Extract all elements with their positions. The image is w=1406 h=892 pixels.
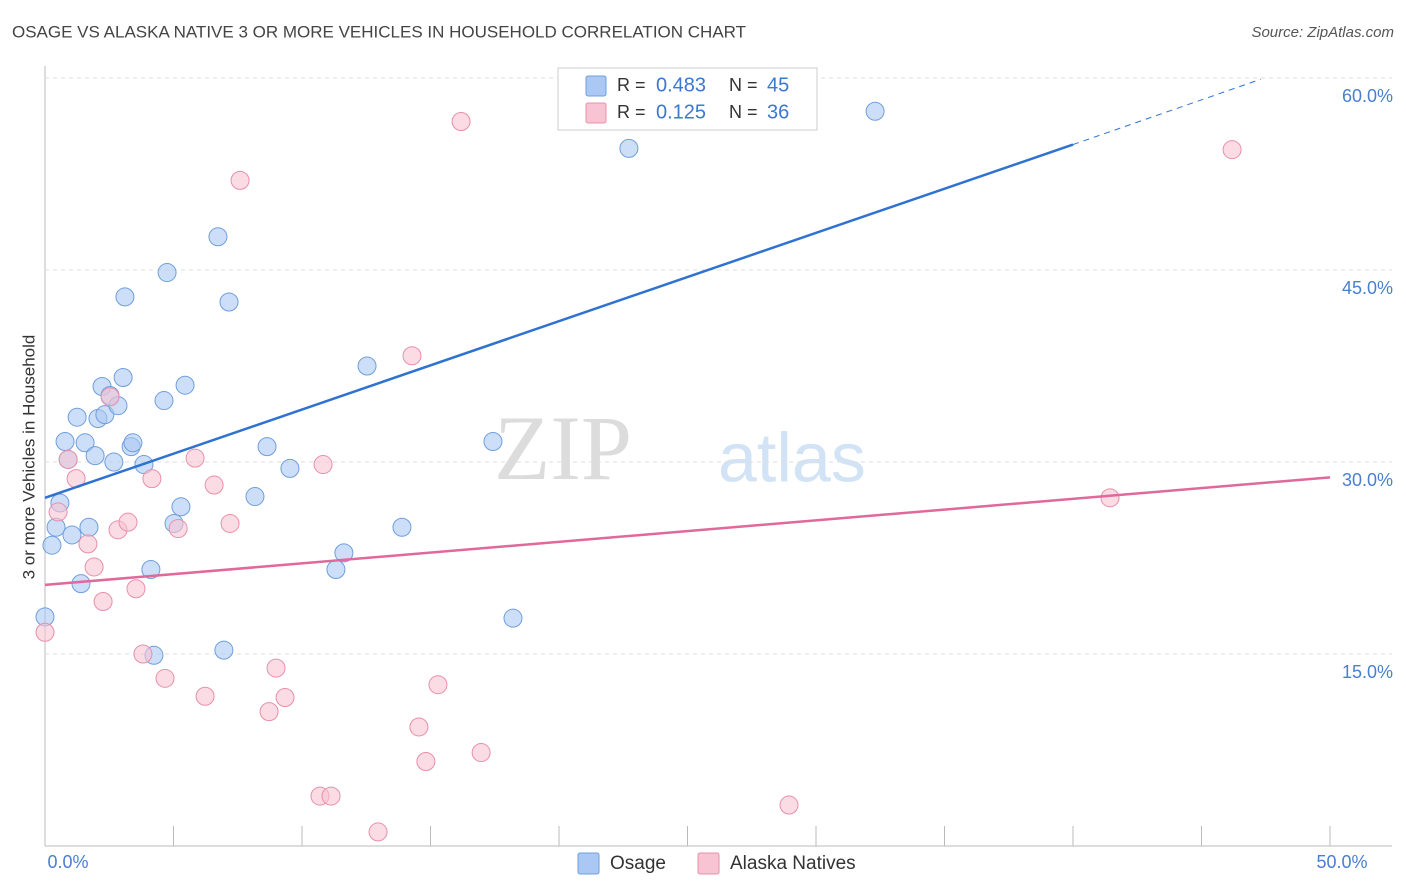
data-point <box>779 795 799 815</box>
y-axis-label: 3 or more Vehicles in Household <box>19 335 38 580</box>
data-point <box>75 433 95 453</box>
legend-r-value: 0.125 <box>656 101 706 123</box>
data-point <box>79 517 99 537</box>
data-point <box>230 170 250 190</box>
y-tick-label: 60.0% <box>1342 86 1393 106</box>
y-tick-label: 30.0% <box>1342 470 1393 490</box>
data-point <box>266 658 286 678</box>
legend-swatch <box>585 102 607 124</box>
trend-line <box>44 476 1331 587</box>
grid: 15.0% 30.0% 45.0% 60.0% 0.0% 50.0% <box>44 77 1393 872</box>
data-point <box>483 432 503 452</box>
data-point <box>55 432 75 452</box>
data-point <box>42 535 62 555</box>
data-point <box>220 513 240 533</box>
data-point <box>126 579 146 599</box>
data-point <box>245 487 265 507</box>
legend-r-label: R = <box>617 102 646 122</box>
data-point <box>219 292 239 312</box>
bottom-legend-swatch <box>577 852 600 875</box>
data-point <box>257 437 277 457</box>
data-point <box>451 112 471 132</box>
data-point <box>392 517 412 537</box>
data-point <box>133 644 153 664</box>
bottom-legend-label: Osage <box>610 853 666 874</box>
data-point <box>85 446 105 466</box>
data-point <box>141 560 161 580</box>
x-tick-label: 0.0% <box>47 852 88 872</box>
chart-title: OSAGE VS ALASKA NATIVE 3 OR MORE VEHICLE… <box>12 22 746 41</box>
data-point <box>155 668 175 688</box>
data-point <box>171 497 191 517</box>
data-point <box>275 688 295 708</box>
bottom-legend-label: Alaska Natives <box>730 853 856 874</box>
trend-line <box>44 143 1074 500</box>
data-point <box>334 543 354 563</box>
data-point <box>428 675 448 695</box>
bottom-legend-swatch <box>697 852 720 875</box>
data-point <box>62 525 82 545</box>
data-point <box>113 368 133 388</box>
data-point <box>175 375 195 395</box>
data-point <box>357 356 377 376</box>
legend-n-label: N = <box>729 75 758 95</box>
legend-n-value: 45 <box>767 74 789 96</box>
data-point <box>35 622 55 642</box>
legend-r-label: R = <box>617 75 646 95</box>
data-point <box>204 475 224 495</box>
data-point <box>313 455 333 475</box>
data-point <box>157 263 177 283</box>
data-point <box>416 752 436 772</box>
data-point <box>471 743 491 763</box>
trend-line-extension <box>1072 78 1261 146</box>
data-point <box>321 786 341 806</box>
data-point <box>84 557 104 577</box>
data-point <box>619 138 639 158</box>
x-tick-label: 50.0% <box>1316 852 1367 872</box>
data-point <box>208 227 228 247</box>
legend-r-value: 0.483 <box>656 74 706 96</box>
legend-n-value: 36 <box>767 101 789 123</box>
data-point <box>1100 488 1120 508</box>
data-point <box>865 101 885 121</box>
data-point <box>104 452 124 472</box>
data-point <box>154 391 174 411</box>
data-point <box>168 519 188 539</box>
data-point <box>118 512 138 532</box>
data-point <box>280 458 300 478</box>
data-point <box>115 287 135 307</box>
data-point <box>259 702 279 722</box>
data-point <box>1222 140 1242 160</box>
data-point <box>58 449 78 469</box>
y-tick-label: 15.0% <box>1342 662 1393 682</box>
watermark: ZIP <box>494 397 632 499</box>
legend-swatch <box>585 75 607 97</box>
data-point <box>142 469 162 489</box>
data-point <box>185 448 205 468</box>
data-point <box>402 346 422 366</box>
legend: R = 0.483 N = 45 Osage R = 0.125 N = 36 Alaska Na… <box>577 74 856 875</box>
data-point <box>48 502 68 522</box>
data-point <box>368 822 388 842</box>
legend-n-label: N = <box>729 102 758 122</box>
watermark: atlas <box>718 418 866 496</box>
data-point <box>100 387 120 407</box>
data-point <box>409 717 429 737</box>
data-point <box>93 592 113 612</box>
data-point <box>195 686 215 706</box>
data-point <box>78 534 98 554</box>
marks <box>35 78 1331 842</box>
source: Source: ZipAtlas.com <box>1251 24 1394 41</box>
data-point <box>503 608 523 628</box>
data-point <box>326 560 346 580</box>
data-point <box>123 433 143 453</box>
data-point <box>214 640 234 660</box>
data-point <box>95 405 115 425</box>
data-point <box>67 407 87 427</box>
y-tick-label: 45.0% <box>1342 278 1393 298</box>
